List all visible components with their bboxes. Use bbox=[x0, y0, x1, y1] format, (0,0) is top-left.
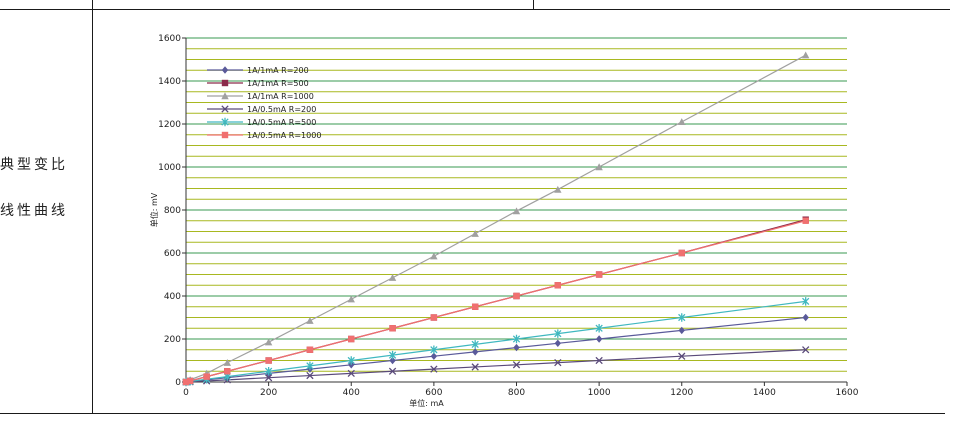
x-tick-label: 400 bbox=[343, 388, 360, 398]
x-tick-label: 1200 bbox=[670, 388, 693, 398]
legend-marker-6 bbox=[221, 131, 229, 139]
series-6-point bbox=[186, 377, 194, 385]
series-5-point bbox=[388, 350, 397, 360]
y-tick-label: 1400 bbox=[158, 77, 181, 87]
series-1-point bbox=[554, 339, 562, 347]
series-3-point bbox=[801, 51, 810, 59]
y-axis-label: 单位: mV bbox=[149, 192, 159, 227]
series-4-point bbox=[678, 352, 686, 360]
series-6-point bbox=[595, 271, 603, 278]
series-6-point bbox=[513, 292, 520, 300]
legend-label-3: 1A/1mA R=1000 bbox=[247, 92, 314, 101]
y-tick-label: 1600 bbox=[158, 34, 181, 44]
top-border-line bbox=[0, 9, 950, 10]
series-1-point bbox=[802, 313, 809, 322]
series-5-point bbox=[554, 329, 562, 338]
series-5-point bbox=[471, 340, 479, 349]
series-6-point bbox=[306, 346, 314, 353]
side-label-line2: 线性曲线 bbox=[0, 203, 68, 219]
series-5-point bbox=[678, 313, 686, 322]
series-4-point bbox=[595, 356, 603, 365]
series-4-point bbox=[802, 346, 810, 354]
series-line-5 bbox=[185, 300, 806, 383]
series-4-point bbox=[554, 358, 562, 367]
series-3-point bbox=[554, 185, 562, 193]
series-5-point bbox=[430, 345, 438, 354]
series-6-point bbox=[678, 249, 685, 257]
legend-label-5: 1A/0.5mA R=500 bbox=[247, 118, 316, 127]
series-3-point bbox=[595, 163, 603, 171]
legend-label-1: 1A/1mA R=200 bbox=[247, 66, 309, 75]
series-4-point bbox=[347, 369, 355, 378]
series-5-point bbox=[306, 361, 314, 371]
series-5-point bbox=[802, 297, 810, 306]
series-line-6 bbox=[185, 220, 806, 383]
side-label-line1: 典型变比 bbox=[0, 157, 68, 173]
legend-marker-3 bbox=[221, 92, 229, 100]
series-1-point bbox=[678, 326, 685, 335]
series-3-point bbox=[264, 338, 273, 346]
series-3-point bbox=[512, 207, 521, 215]
legend-marker-2 bbox=[221, 79, 229, 87]
series-5-point bbox=[595, 324, 603, 333]
legend-marker-1 bbox=[221, 66, 229, 74]
series-6-point bbox=[554, 282, 562, 289]
series-4-point bbox=[471, 363, 479, 371]
x-tick-label: 800 bbox=[508, 388, 525, 398]
series-6-point bbox=[348, 335, 355, 343]
legend-marker-4 bbox=[221, 105, 229, 113]
y-tick-label: 600 bbox=[164, 249, 181, 259]
series-3-point bbox=[430, 252, 438, 260]
series-1-point bbox=[513, 343, 520, 352]
legend-marker-5 bbox=[221, 117, 229, 127]
x-tick-label: 1600 bbox=[836, 388, 859, 398]
y-tick-label: 1000 bbox=[158, 163, 181, 173]
series-4-point bbox=[306, 371, 314, 380]
x-tick-label: 600 bbox=[425, 388, 442, 398]
x-tick-label: 1000 bbox=[588, 388, 611, 398]
x-axis-label: 单位: mA bbox=[409, 398, 444, 408]
series-6-point bbox=[389, 325, 396, 332]
series-4-point bbox=[512, 361, 521, 369]
y-tick-label: 400 bbox=[164, 292, 181, 302]
y-tick-label: 1200 bbox=[158, 120, 181, 130]
series-1-point bbox=[389, 356, 396, 365]
series-3-point bbox=[471, 229, 479, 237]
legend-label-2: 1A/1mA R=500 bbox=[247, 79, 309, 88]
series-4-point bbox=[388, 367, 397, 375]
series-6-point bbox=[265, 357, 272, 364]
series-6-point bbox=[203, 373, 210, 380]
series-3-point bbox=[223, 358, 232, 366]
series-3-point bbox=[388, 274, 397, 281]
bottom-border-line bbox=[0, 413, 945, 414]
series-6-point bbox=[430, 314, 438, 321]
series-5-point bbox=[347, 356, 355, 365]
series-3-point bbox=[306, 317, 314, 324]
series-4-point bbox=[430, 365, 438, 373]
column-divider-line bbox=[92, 0, 93, 414]
series-1-point bbox=[430, 352, 438, 360]
y-tick-label: 800 bbox=[164, 206, 181, 216]
y-tick-label: 0 bbox=[175, 378, 181, 388]
series-6-point bbox=[182, 378, 190, 386]
series-3-point bbox=[678, 118, 686, 126]
series-3-point bbox=[347, 295, 355, 303]
series-5-point bbox=[512, 334, 521, 344]
series-6-point bbox=[224, 368, 231, 375]
legend-label-4: 1A/0.5mA R=200 bbox=[247, 105, 316, 114]
series-6-point bbox=[802, 217, 809, 224]
series-1-point bbox=[471, 348, 479, 356]
x-tick-label: 0 bbox=[183, 388, 189, 398]
series-5-point bbox=[264, 367, 273, 376]
legend-label-6: 1A/0.5mA R=1000 bbox=[247, 131, 321, 140]
y-tick-label: 200 bbox=[164, 335, 181, 345]
series-line-4 bbox=[185, 349, 806, 383]
series-4-point bbox=[264, 374, 273, 382]
x-tick-label: 200 bbox=[260, 388, 277, 398]
series-6-point bbox=[471, 303, 479, 310]
top-divider-stub bbox=[533, 0, 534, 10]
x-tick-label: 1400 bbox=[753, 388, 776, 398]
series-1-point bbox=[595, 335, 603, 343]
